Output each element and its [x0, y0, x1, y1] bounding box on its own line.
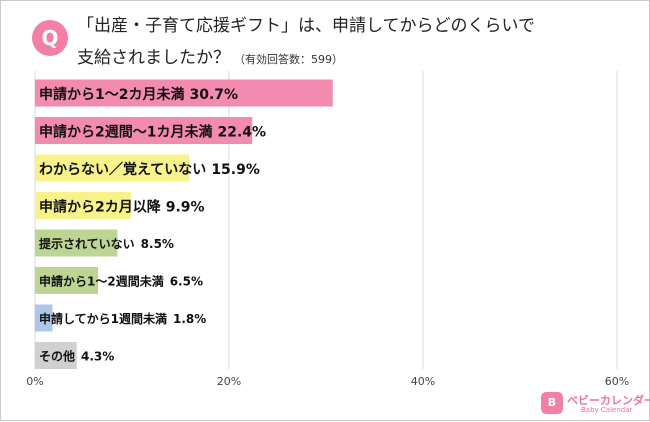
- bar: [35, 192, 132, 219]
- bar-label: 提示されていない 8.5%: [39, 236, 174, 251]
- logo-main-text: ベビーカレンダー: [567, 394, 650, 407]
- bar-label: 申請してから1週間未満 1.8%: [39, 311, 206, 326]
- value-label: 8.5%: [141, 237, 174, 251]
- value-label: 4.3%: [81, 350, 114, 364]
- category-label: 申請から2カ月以降: [39, 199, 162, 216]
- bar: [35, 79, 333, 107]
- x-tick-label: 40%: [411, 375, 435, 388]
- category-label: 申請から1～2週間未満: [39, 274, 164, 289]
- bar-label: 申請から2カ月以降 9.9%: [39, 199, 205, 216]
- logo-sub-text: Baby Calendar: [581, 406, 633, 414]
- bar: [35, 154, 190, 182]
- chart-title-line2: 支給されましたか？ （有効回答数：599）: [77, 43, 343, 68]
- value-label: 9.9%: [166, 200, 205, 216]
- baby-calendar-logo-icon: B: [541, 392, 563, 414]
- question-badge: Q: [32, 20, 68, 56]
- bar-label: 申請から1～2週間未満 6.5%: [39, 274, 203, 289]
- category-label: その他: [39, 349, 75, 364]
- value-label: 30.7%: [189, 87, 238, 103]
- bar-label: わからない／覚えていない 15.9%: [39, 161, 260, 178]
- response-count-note: （有効回答数：599）: [234, 53, 343, 66]
- bar: [35, 117, 253, 144]
- bar-label: 申請から1～2カ月未満 30.7%: [39, 86, 238, 103]
- bar-label: 申請から2週間～1カ月未満 22.4%: [39, 124, 266, 141]
- bar: [35, 342, 77, 369]
- category-label: 提示されていない: [39, 236, 135, 251]
- x-tick-label: 20%: [217, 375, 241, 388]
- category-label: わからない／覚えていない: [39, 161, 206, 178]
- value-label: 6.5%: [170, 275, 203, 289]
- bar: [35, 304, 53, 332]
- bar-label: その他 4.3%: [39, 349, 114, 364]
- chart-title-line1: 「出産・子育て応援ギフト」は、申請してからどのくらいで: [77, 16, 535, 36]
- value-label: 1.8%: [173, 312, 206, 326]
- category-label: 申請してから1週間未満: [39, 311, 167, 326]
- bar: [35, 267, 99, 294]
- x-tick-label: 60%: [605, 375, 629, 388]
- x-tick-label: 0%: [26, 375, 43, 388]
- value-label: 22.4%: [217, 125, 266, 141]
- chart-title-text: 支給されましたか？: [77, 48, 230, 68]
- brand-logo: B ベビーカレンダー Baby Calendar: [541, 391, 650, 417]
- category-label: 申請から2週間～1カ月未満: [39, 124, 212, 141]
- value-label: 15.9%: [211, 162, 260, 178]
- category-label: 申請から1～2カ月未満: [39, 86, 184, 103]
- bar: [35, 229, 118, 257]
